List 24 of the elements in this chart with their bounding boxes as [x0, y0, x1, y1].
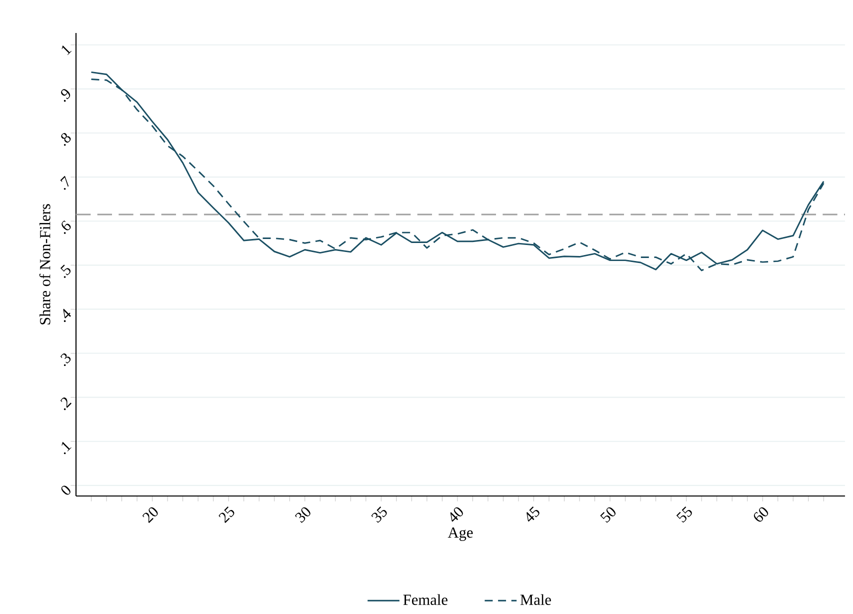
y-tick-label: .4	[63, 308, 71, 322]
y-tick-label: .5	[60, 264, 71, 278]
y-axis-title: Share of Non-Filers	[39, 204, 50, 324]
x-tick-label: 30	[295, 507, 310, 523]
x-tick-label: 60	[754, 507, 768, 522]
x-tick-label: 25	[218, 506, 234, 524]
y-tick-label: 1	[62, 46, 72, 56]
x-axis-title: Age	[448, 527, 473, 541]
y-tick-label: .6	[62, 220, 71, 234]
legend-label: Male	[520, 594, 551, 605]
legend-label: Female	[403, 594, 448, 605]
y-tick-label: 0	[61, 486, 70, 495]
x-tick-label: 20	[142, 507, 158, 524]
x-tick-label: 40	[450, 507, 463, 522]
x-tick-label: 55	[676, 506, 692, 523]
x-tick-label: 35	[371, 506, 387, 523]
x-tick-label: 50	[600, 507, 616, 523]
y-tick-label: .9	[61, 89, 70, 102]
y-tick-label: .1	[62, 442, 72, 454]
y-tick-label: .8	[61, 133, 71, 146]
y-tick-label: .3	[60, 353, 71, 366]
x-tick-label: 45	[526, 506, 540, 522]
y-tick-label: .2	[60, 398, 72, 410]
y-tick-label: .7	[60, 176, 69, 190]
